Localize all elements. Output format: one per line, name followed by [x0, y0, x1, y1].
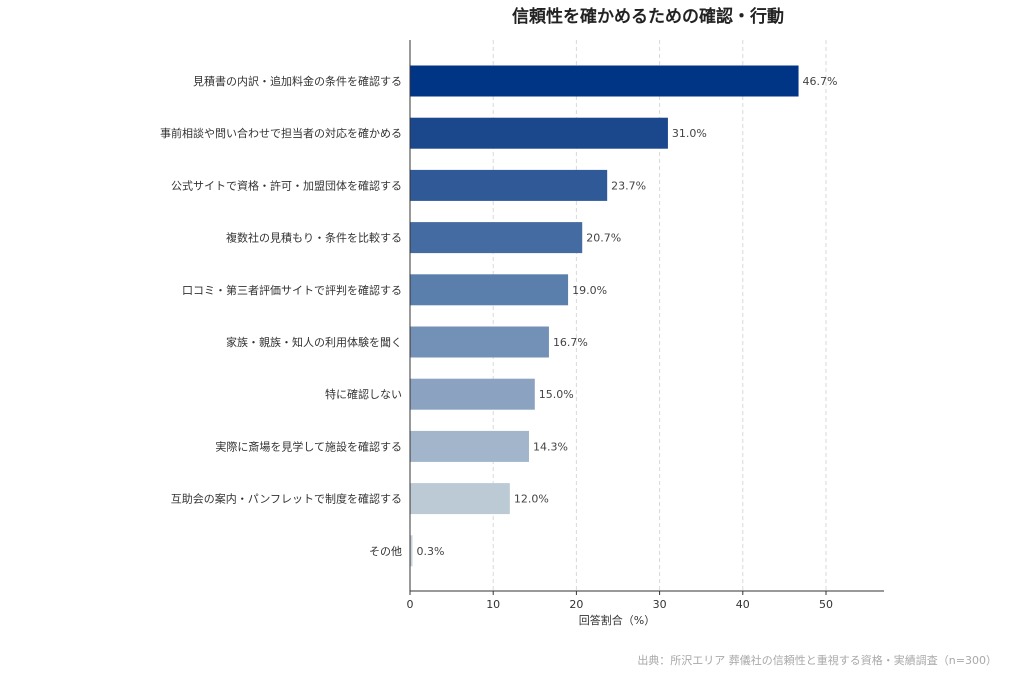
value-label: 12.0% — [514, 493, 549, 506]
category-label: その他 — [369, 545, 402, 558]
category-label: 家族・親族・知人の利用体験を聞く — [226, 335, 402, 349]
bar — [410, 169, 608, 201]
x-tick-label: 40 — [736, 598, 750, 611]
bar — [410, 378, 535, 410]
x-tick-label: 50 — [819, 598, 833, 611]
value-labels: 46.7% 31.0% 23.7% 20.7% 19.0% 16.7% 15.0% 14.3%… — [416, 75, 837, 558]
bars — [410, 65, 799, 567]
value-label: 31.0% — [672, 127, 707, 140]
x-tick-label: 10 — [486, 598, 500, 611]
category-label: 見積書の内訳・追加料金の条件を確認する — [193, 74, 402, 88]
category-label: 実際に斎場を見学して施設を確認する — [215, 439, 402, 453]
category-labels: 見積書の内訳・追加料金の条件を確認する事前相談や問い合わせで担当者の対応を確かめ… — [160, 74, 402, 558]
category-label: 互助会の案内・パンフレットで制度を確認する — [171, 492, 402, 506]
x-axis-ticks: 0 10 20 30 40 50 — [407, 591, 833, 611]
x-tick-label: 20 — [569, 598, 583, 611]
source-note: 出典：所沢エリア 葬儀社の信頼性と重視する資格・実績調査（n=300） — [637, 653, 997, 667]
bar — [410, 222, 583, 254]
value-label: 46.7% — [803, 75, 838, 88]
x-tick-label: 0 — [407, 598, 414, 611]
bar — [410, 274, 569, 306]
value-label: 15.0% — [539, 388, 574, 401]
bar — [410, 65, 799, 97]
value-label: 14.3% — [533, 440, 568, 453]
x-tick-label: 30 — [653, 598, 667, 611]
bar — [410, 117, 668, 149]
bar — [410, 430, 529, 462]
category-label: 公式サイトで資格・許可・加盟団体を確認する — [171, 178, 402, 192]
value-label: 19.0% — [572, 284, 607, 297]
value-label: 16.7% — [553, 336, 588, 349]
value-label: 23.7% — [611, 179, 646, 192]
category-label: 複数社の見積もり・条件を比較する — [226, 231, 402, 245]
value-label: 20.7% — [586, 232, 621, 245]
category-label: 特に確認しない — [325, 387, 402, 401]
chart-title: 信頼性を確かめるための確認・行動 — [512, 6, 784, 27]
bar — [410, 535, 413, 567]
x-axis-title: 回答割合（%） — [579, 613, 655, 627]
bar — [410, 326, 549, 358]
bar — [410, 483, 510, 515]
value-label: 0.3% — [416, 545, 444, 558]
category-label: 事前相談や問い合わせで担当者の対応を確かめる — [160, 126, 402, 140]
category-label: 口コミ・第三者評価サイトで評判を確認する — [182, 283, 402, 297]
